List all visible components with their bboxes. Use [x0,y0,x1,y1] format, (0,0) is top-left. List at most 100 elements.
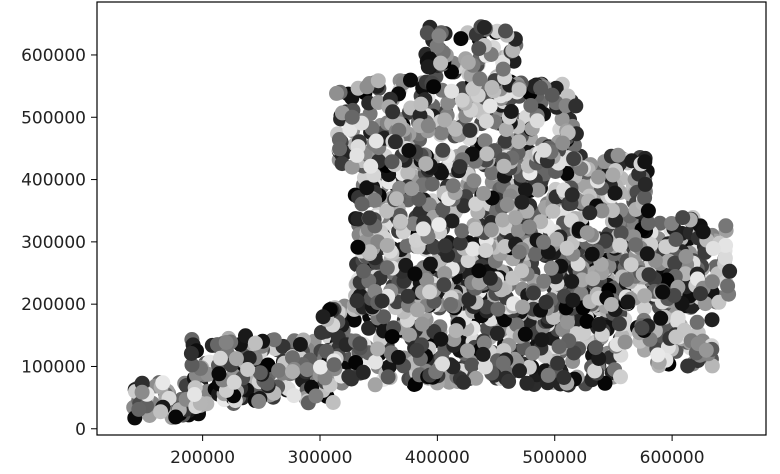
scatter-point [533,80,549,96]
scatter-point [482,98,498,114]
scatter-point [582,205,598,221]
scatter-point [555,135,571,151]
scatter-point [359,79,375,95]
scatter-point [530,182,546,198]
y-tick-label: 400000 [21,171,86,191]
scatter-point [717,250,733,266]
scatter-point [666,288,682,303]
scatter-point [464,357,480,373]
y-axis: 0 100000 200000 300000 400000 500000 600000 [21,46,97,440]
scatter-point [529,113,545,129]
scatter-point [515,299,530,315]
y-tick-label: 0 [75,420,86,440]
scatter-point [554,111,570,127]
scatter-point [241,350,257,366]
scatter-point [549,231,564,247]
scatter-point [518,182,533,198]
scatter-point [612,237,628,253]
scatter-point [461,292,477,307]
plot-frame [96,1,767,436]
scatter-point [505,43,521,58]
scatter-point [376,309,392,325]
scatter-point [468,221,484,237]
scatter-point [403,72,418,88]
scatter-point [285,350,300,366]
scatter-point [472,71,488,87]
scatter-point [593,256,609,272]
scatter-point [271,363,287,378]
scatter-point [433,331,449,347]
scatter-point [407,266,423,282]
scatter-point [350,211,366,227]
scatter-point [411,191,427,207]
scatter-point [525,285,541,301]
scatter-point [610,147,626,163]
scatter-point [507,210,523,226]
scatter-point [445,178,461,194]
scatter-point [388,191,404,207]
x-tick-label: 300000 [288,448,353,468]
scatter-point [363,158,379,174]
x-tick-label: 500000 [522,448,587,468]
scatter-point [422,284,438,300]
scatter-point [471,263,487,279]
scatter-point [475,346,491,362]
scatter-point [514,263,530,279]
scatter-point [415,221,431,237]
scatter-point [576,325,592,341]
scatter-point [422,256,438,272]
scatter-point [704,312,720,328]
scatter-point [636,300,652,316]
scatter-point [384,154,400,170]
scatter-point [332,141,348,157]
scatter-point [538,294,554,310]
scatter-point [667,255,683,271]
scatter-point [420,118,436,134]
scatter-point [368,133,384,149]
scatter-point [433,55,449,71]
scatter-point [292,337,308,352]
scatter-point [400,288,416,304]
scatter-point [286,388,302,404]
scatter-point [587,363,603,379]
scatter-point [410,302,425,318]
scatter-point [404,181,420,197]
scatter-point [401,143,417,158]
scatter-point [435,142,451,158]
scatter-point [448,121,463,137]
scatter-point [437,112,453,128]
scatter-point [349,147,365,163]
scatter-point [637,288,653,304]
scatter-point [579,225,595,241]
scatter-point [251,393,267,409]
scatter-point [490,301,506,317]
scatter-point [695,224,711,240]
scatter-point [536,142,552,158]
scatter-point [653,310,669,326]
scatter-point [718,237,734,253]
scatter-point [228,351,244,367]
scatter-point [402,327,417,343]
scatter-point [501,373,517,389]
scatter-point [640,215,656,231]
scatter-point [525,345,541,361]
scatter-point [452,235,468,251]
scatter-point [426,79,442,95]
scatter-point [479,146,495,162]
scatter-point [131,401,147,417]
x-axis: 200000 300000 400000 500000 600000 [170,435,705,468]
scatter-point [460,253,476,269]
scatter-point [693,286,708,302]
scatter-point [476,335,492,351]
scatter-point [379,260,395,276]
scatter-point [315,309,331,325]
scatter-point [496,158,512,174]
scatter-point [468,196,484,212]
scatter-point [436,277,452,293]
scatter-point [607,185,623,201]
scatter-point [344,371,359,387]
scatter-point [354,196,370,212]
scatter-point [313,359,328,375]
scatter-point [705,241,721,256]
scatter-point [680,358,696,374]
